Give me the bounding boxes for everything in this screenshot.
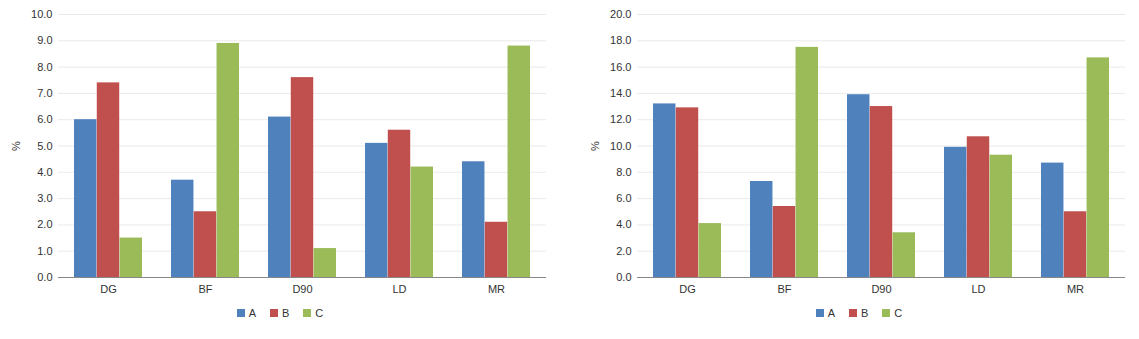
svg-text:6.0: 6.0 bbox=[616, 192, 631, 204]
html-text:B: B bbox=[282, 307, 290, 319]
svg-text:0.0: 0.0 bbox=[616, 271, 631, 283]
svg-text:MR: MR bbox=[488, 283, 505, 295]
svg-text:7.0: 7.0 bbox=[37, 87, 52, 99]
svg-text:4.0: 4.0 bbox=[616, 218, 631, 230]
svg-text:%: % bbox=[10, 141, 22, 151]
svg-text:BF: BF bbox=[777, 283, 791, 295]
svg-text:DG: DG bbox=[100, 283, 117, 295]
svg-text:BF: BF bbox=[198, 283, 212, 295]
svg-text:2.0: 2.0 bbox=[37, 218, 52, 230]
svg-text:D90: D90 bbox=[871, 283, 891, 295]
svg-text:14.0: 14.0 bbox=[610, 87, 631, 99]
svg-text:8.0: 8.0 bbox=[37, 61, 52, 73]
svg-text:10.0: 10.0 bbox=[610, 140, 631, 152]
svg-text:20.0: 20.0 bbox=[610, 8, 631, 20]
svg-text:3.0: 3.0 bbox=[37, 192, 52, 204]
html-text:A: A bbox=[248, 307, 256, 319]
html-text:C: C bbox=[315, 307, 324, 319]
svg-text:1.0: 1.0 bbox=[37, 245, 52, 257]
svg-text:8.0: 8.0 bbox=[616, 166, 631, 178]
html-text:B: B bbox=[861, 307, 869, 319]
svg-text:16.0: 16.0 bbox=[610, 61, 631, 73]
svg-text:LD: LD bbox=[392, 283, 406, 295]
svg-text:D90: D90 bbox=[292, 283, 312, 295]
svg-text:12.0: 12.0 bbox=[610, 113, 631, 125]
svg-text:9.0: 9.0 bbox=[37, 34, 52, 46]
svg-text:18.0: 18.0 bbox=[610, 34, 631, 46]
svg-text:MR: MR bbox=[1067, 283, 1084, 295]
svg-text:LD: LD bbox=[971, 283, 985, 295]
svg-text:6.0: 6.0 bbox=[37, 113, 52, 125]
svg-text:10.0: 10.0 bbox=[31, 8, 52, 20]
svg-text:2.0: 2.0 bbox=[616, 245, 631, 257]
svg-text:%: % bbox=[589, 141, 601, 151]
html-text:C: C bbox=[894, 307, 903, 319]
svg-text:DG: DG bbox=[679, 283, 696, 295]
svg-text:4.0: 4.0 bbox=[37, 166, 52, 178]
svg-text:5.0: 5.0 bbox=[37, 140, 52, 152]
html-text:A: A bbox=[827, 307, 835, 319]
svg-text:0.0: 0.0 bbox=[37, 271, 52, 283]
